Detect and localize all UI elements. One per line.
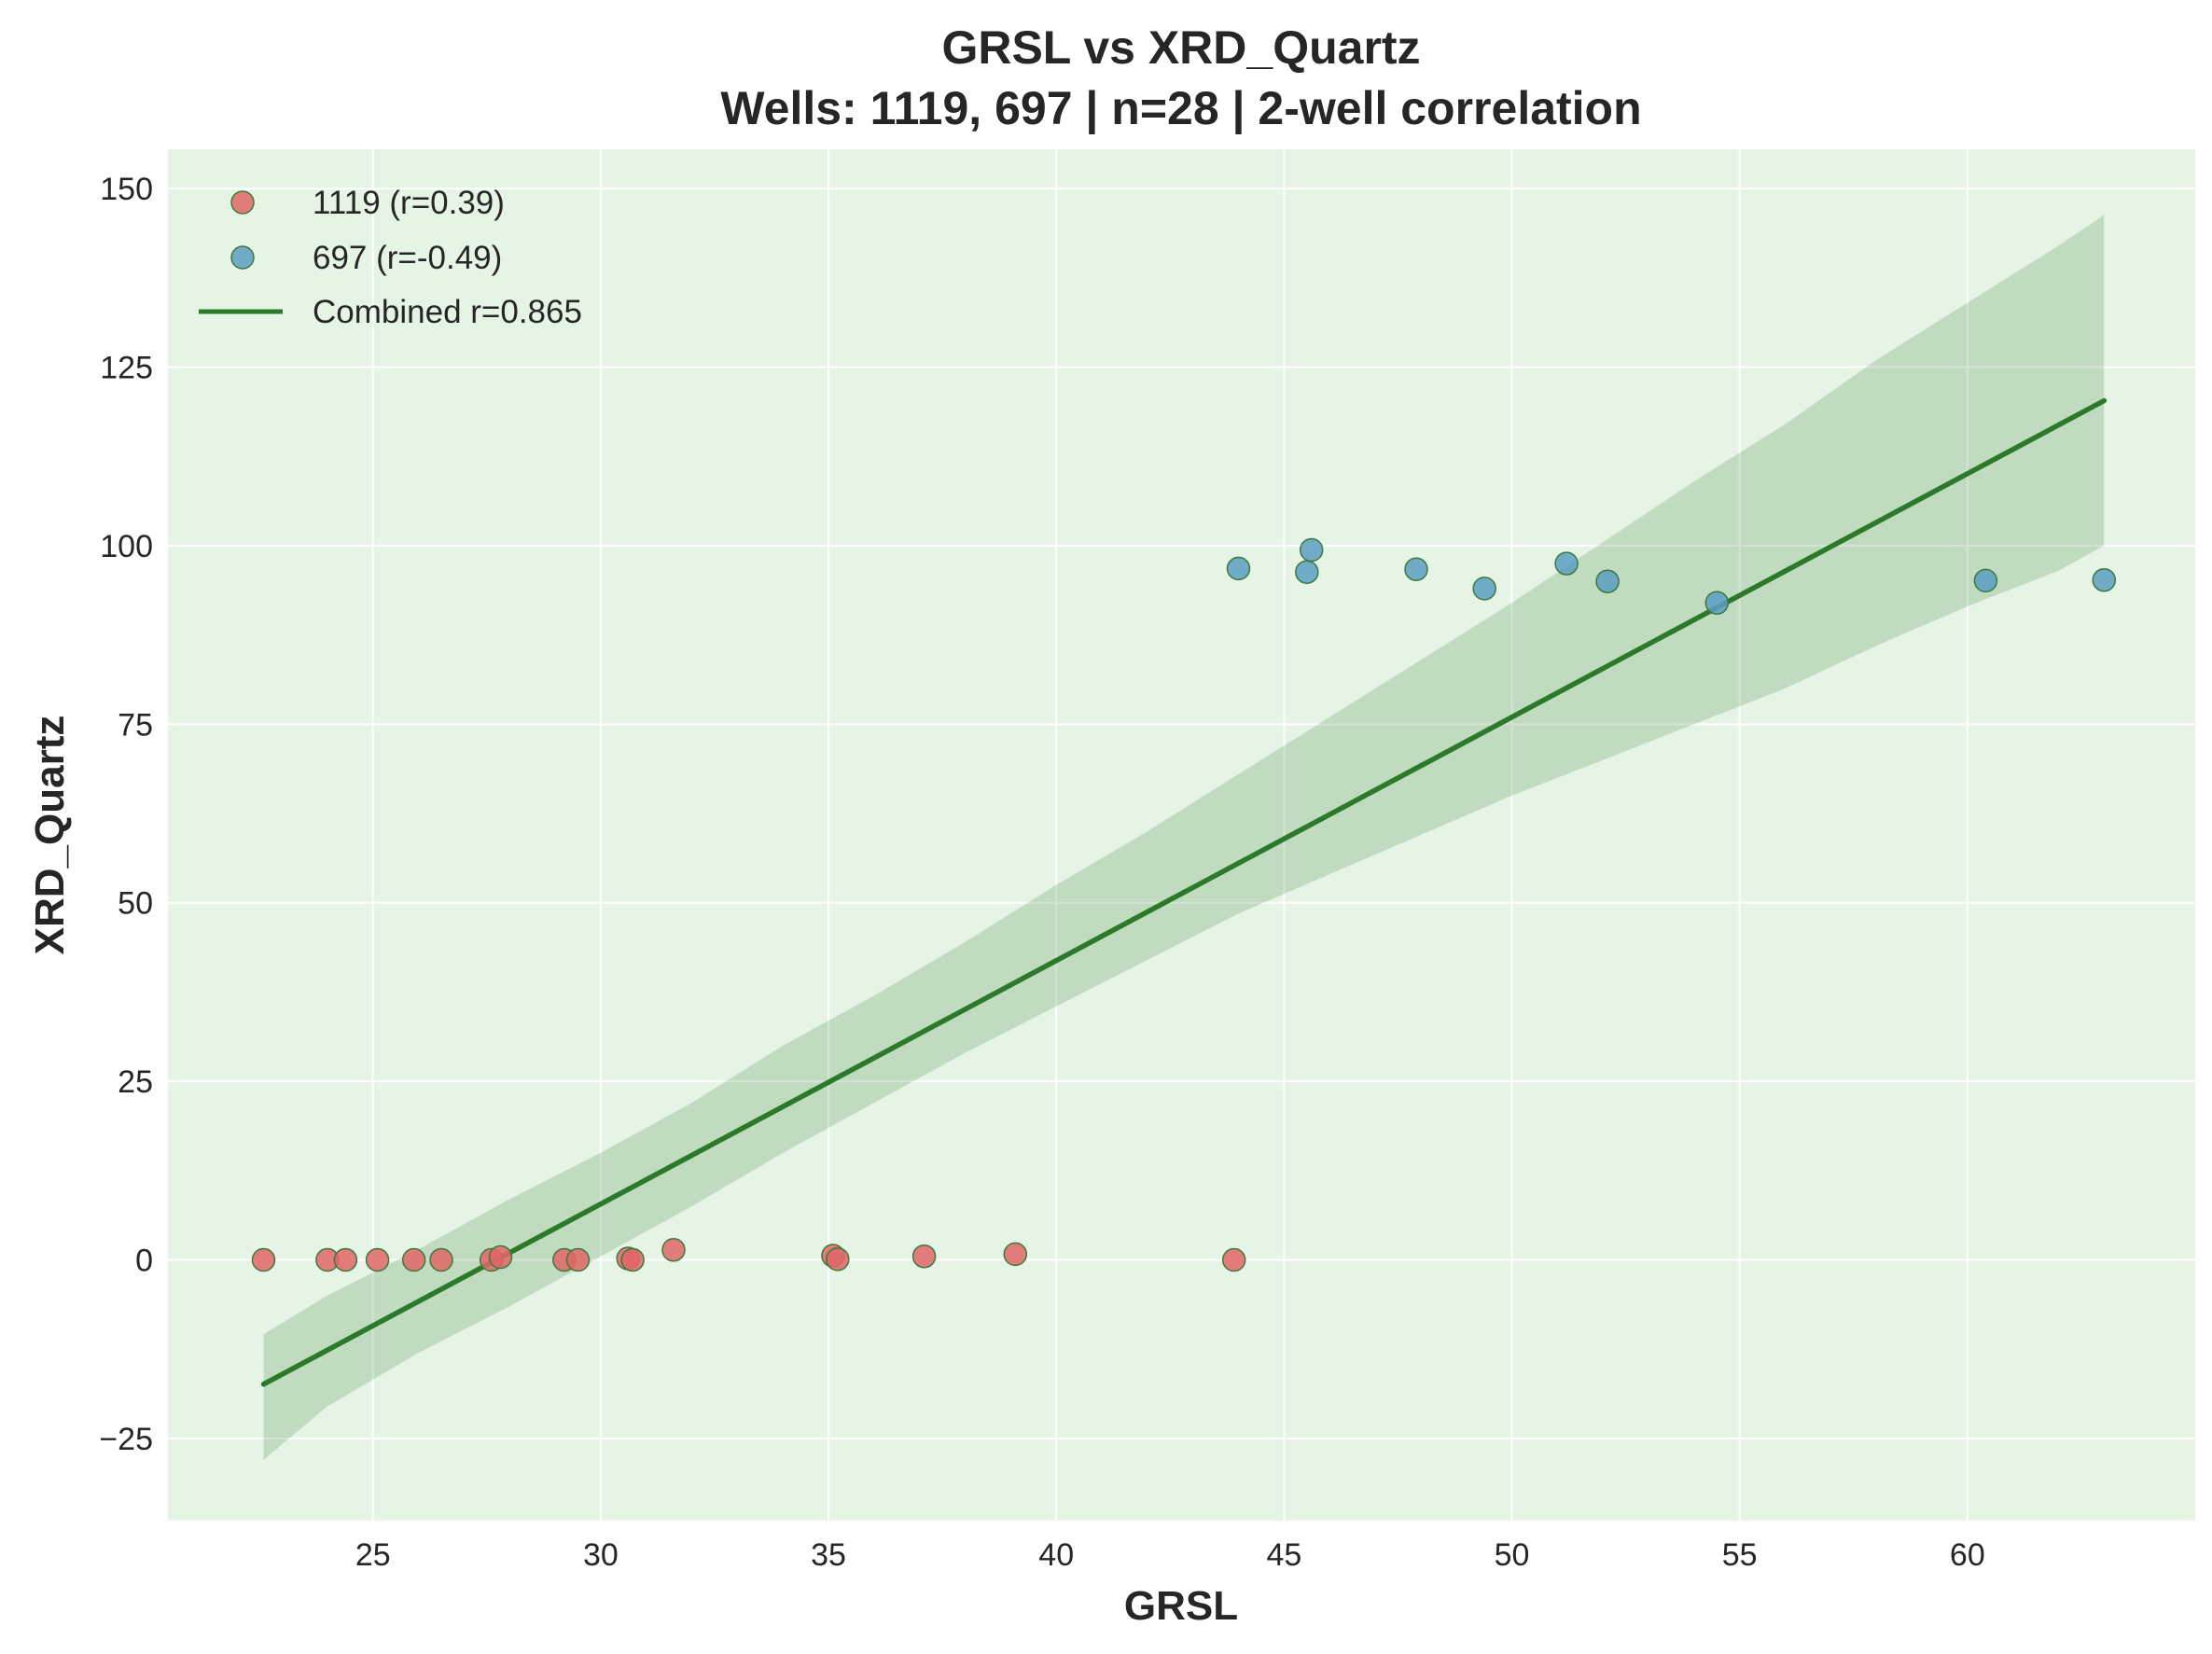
x-tick-label: 55 [1722,1537,1758,1573]
x-tick-label: 40 [1038,1537,1074,1573]
point-well-697 [1226,556,1251,581]
point-well-697 [1704,591,1730,615]
legend-label-combined: Combined r=0.865 [313,294,582,330]
point-well-697 [1404,557,1428,581]
point-well-1119 [620,1247,645,1272]
point-well-1119 [401,1247,426,1272]
y-tick-label: 0 [135,1244,153,1279]
y-tick-label: 125 [100,351,153,386]
confidence-band [263,215,2105,1460]
y-tick-label: 75 [118,707,153,743]
y-tick-label: 50 [118,886,153,922]
point-well-1119 [911,1244,937,1269]
y-tick-label: 100 [100,529,153,564]
chart-subtitle: Wells: 1119, 697 | n=28 | 2-well correla… [720,82,1641,135]
point-well-1119 [661,1238,686,1262]
y-axis-label: XRD_Quartz [27,716,73,955]
point-well-1119 [1003,1242,1028,1267]
point-well-1119 [365,1247,390,1272]
point-well-1119 [333,1247,358,1272]
x-tick-label: 60 [1950,1537,1985,1573]
point-well-697 [1472,577,1496,601]
point-well-1119 [488,1244,513,1270]
x-axis-label: GRSL [1124,1583,1238,1629]
fit-line-layer [260,397,2108,1387]
chart-title: GRSL vs XRD_Quartz [941,21,1420,74]
x-tick-label: 25 [355,1537,391,1573]
legend: 1119 (r=0.39) 697 (r=-0.49) Combined r=0… [199,185,582,330]
legend-marker-697 [230,245,255,270]
plot-background [168,149,2195,1521]
point-well-697 [1295,560,1319,584]
point-well-697 [1299,537,1324,563]
legend-label-1119: 1119 (r=0.39) [313,185,505,221]
grid [168,149,2195,1521]
legend-marker-1119 [230,190,255,215]
point-well-1119 [1221,1247,1246,1272]
y-tick-label: −25 [99,1422,153,1457]
point-well-1119 [251,1247,276,1272]
legend-label-697: 697 (r=-0.49) [313,240,502,276]
confidence-band-layer [263,215,2105,1460]
x-tick-label: 45 [1266,1537,1301,1573]
combined-fit-line [260,397,2108,1387]
y-tick-label: 25 [118,1064,153,1100]
tick-labels: 25 30 35 40 45 50 55 60 −25 0 25 50 75 100 125 150 [99,172,1984,1573]
x-tick-label: 30 [583,1537,619,1573]
point-well-697 [1973,568,1998,593]
y-tick-label: 150 [100,172,153,207]
point-well-1119 [826,1247,850,1272]
point-well-697 [1554,551,1579,576]
x-tick-label: 35 [811,1537,846,1573]
point-well-697 [1595,569,1620,593]
point-well-697 [2092,567,2117,592]
x-tick-label: 50 [1495,1537,1530,1573]
point-well-1119 [565,1247,591,1272]
scatter-points [251,537,2117,1272]
point-well-1119 [429,1247,453,1272]
